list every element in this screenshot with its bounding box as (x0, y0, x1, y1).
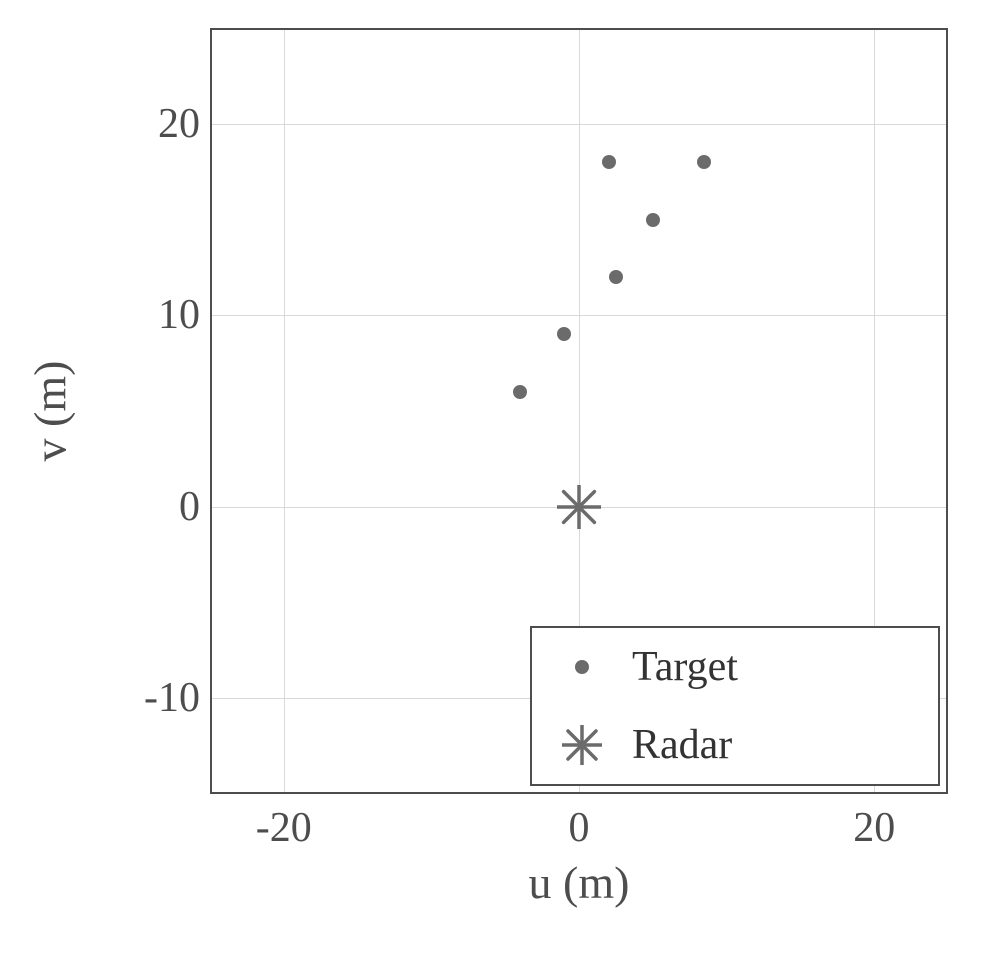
radar-marker (557, 485, 601, 529)
legend-star-icon (532, 725, 632, 765)
gridline-vertical (284, 28, 285, 794)
x-tick-label: 0 (569, 804, 590, 852)
y-tick-label: 20 (120, 100, 200, 148)
legend-dot-icon (532, 660, 632, 674)
target-marker (602, 155, 616, 169)
y-tick-label: -10 (120, 674, 200, 722)
y-axis-label: v (m) (24, 361, 77, 462)
gridline-horizontal (210, 315, 948, 316)
gridline-horizontal (210, 124, 948, 125)
x-tick-label: -20 (256, 804, 312, 852)
target-marker (513, 385, 527, 399)
chart-container: Target Radar v (m) u (m) -20 0 20 -10 0 10 20 (0, 0, 1000, 964)
legend-row: Radar (532, 706, 938, 784)
x-tick-label: 20 (853, 804, 895, 852)
legend-label: Radar (632, 721, 732, 769)
target-marker (646, 213, 660, 227)
target-marker (557, 327, 571, 341)
y-tick-label: 0 (120, 483, 200, 531)
legend-label: Target (632, 643, 738, 691)
target-marker (609, 270, 623, 284)
target-marker (697, 155, 711, 169)
legend: Target Radar (530, 626, 940, 786)
plot-area: Target Radar (210, 28, 948, 794)
x-axis-label: u (m) (529, 856, 630, 909)
legend-row: Target (532, 628, 938, 706)
y-tick-label: 10 (120, 291, 200, 339)
